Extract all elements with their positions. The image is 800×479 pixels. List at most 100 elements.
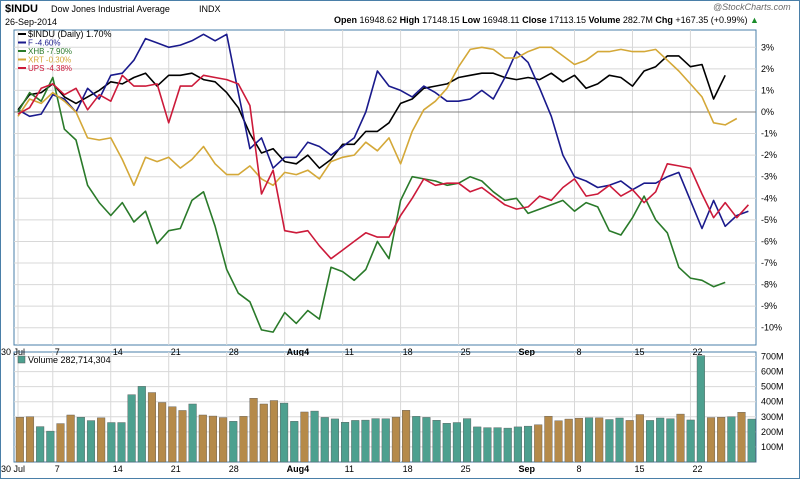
volume-bar <box>381 418 390 463</box>
symbol-label: $INDU <box>5 3 39 15</box>
volume-bar <box>76 417 85 463</box>
volume-bar <box>330 418 339 463</box>
volume-x-tick-label: 11 <box>345 464 354 474</box>
volume-bar <box>361 419 370 463</box>
series-line-xhb <box>17 76 726 333</box>
volume-bar <box>86 420 96 463</box>
volume-bar <box>452 422 461 463</box>
volume-bar <box>107 422 116 463</box>
x-tick-label: Sep <box>519 347 536 357</box>
volume-bar <box>615 417 624 463</box>
volume-bar <box>524 425 533 463</box>
x-tick-label: 14 <box>113 347 123 357</box>
volume-bar <box>463 418 472 463</box>
volume-x-tick-label: 25 <box>461 464 471 474</box>
x-tick-label: 11 <box>345 347 354 357</box>
volume-bar <box>25 416 35 463</box>
volume-bar <box>727 416 736 463</box>
legend-label: XHB -7.90% <box>28 47 72 56</box>
volume-bar <box>300 411 309 463</box>
volume-y-tick-label: 700M <box>761 352 784 362</box>
series-line-ups <box>17 74 749 260</box>
volume-y-tick-label: 200M <box>761 427 784 437</box>
x-tick-label: Aug4 <box>287 347 310 357</box>
x-tick-label: 25 <box>461 347 471 357</box>
series-line-f <box>17 33 749 230</box>
y-tick-label: -4% <box>761 193 777 203</box>
y-tick-label: 1% <box>761 85 774 95</box>
date-label: 26-Sep-2014 <box>5 17 58 27</box>
legend-label: UPS -4.38% <box>28 64 72 73</box>
chg-label: Chg <box>655 15 673 25</box>
series-line-indu <box>17 55 726 169</box>
volume-bar <box>432 420 441 463</box>
y-tick-label: 0% <box>761 107 774 117</box>
volume-bar <box>269 400 278 463</box>
volume-bar <box>503 427 512 463</box>
volume-bar <box>371 418 380 463</box>
close-value: 17113.15 <box>549 15 586 25</box>
y-tick-label: -1% <box>761 129 777 139</box>
volume-bar <box>229 421 238 463</box>
open-label: Open <box>334 15 358 25</box>
volume-bar <box>66 414 75 463</box>
y-tick-label: -8% <box>761 280 777 290</box>
high-label: High <box>399 15 420 25</box>
volume-bar <box>422 417 431 463</box>
volume-bar <box>249 398 258 463</box>
volume-bar <box>595 417 604 463</box>
volume-bar <box>46 430 55 463</box>
volume-bar <box>178 410 187 463</box>
volume-y-tick-label: 600M <box>761 367 784 377</box>
volume-bar <box>645 420 655 463</box>
high-value: 17148.15 <box>422 15 460 25</box>
volume-bar <box>625 420 634 463</box>
volume-bar <box>158 402 167 463</box>
volume-bar <box>188 403 197 463</box>
x-tick-label: 8 <box>577 347 582 357</box>
volume-bar <box>127 394 136 463</box>
x-tick-label: 21 <box>171 347 181 357</box>
volume-x-tick-label: Sep <box>519 464 536 474</box>
volume-x-tick-label: 15 <box>634 464 644 474</box>
volume-bar <box>564 418 573 463</box>
volume-x-tick-label: 7 <box>55 464 60 474</box>
volume-bar <box>117 422 126 463</box>
volume-bar <box>676 413 685 463</box>
volume-bar <box>341 422 350 463</box>
chg-value: +167.35 (+0.99%) <box>675 15 748 25</box>
volume-bar <box>97 417 106 463</box>
y-tick-label: -2% <box>761 150 777 160</box>
volume-bar <box>696 355 705 463</box>
volume-y-tick-label: 100M <box>761 442 784 452</box>
volume-bar <box>290 421 299 463</box>
volume-bar <box>656 417 665 463</box>
volume-bar <box>208 415 217 463</box>
volume-bar <box>36 426 45 463</box>
volume-bar <box>686 419 695 463</box>
low-value: 16948.11 <box>482 15 520 25</box>
volume-bar <box>310 410 319 463</box>
close-label: Close <box>522 15 547 25</box>
volume-bar <box>351 420 360 463</box>
volume-bar <box>219 417 228 463</box>
volume-bar <box>666 418 675 463</box>
volume-x-tick-label: 14 <box>113 464 123 474</box>
volume-x-tick-label: 22 <box>692 464 702 474</box>
volume-bar <box>412 416 421 463</box>
volume-value: 282.7M <box>622 15 653 25</box>
series-line-xrt <box>17 46 738 187</box>
volume-bar <box>513 426 522 463</box>
x-tick-label: 22 <box>692 347 702 357</box>
volume-bar <box>706 417 716 463</box>
volume-bar <box>198 414 207 463</box>
volume-legend-label: Volume 282,714,304 <box>28 355 111 365</box>
y-tick-label: -9% <box>761 301 777 311</box>
volume-bar <box>168 406 177 463</box>
volume-x-tick-label: 28 <box>229 464 239 474</box>
volume-x-tick-label: 8 <box>577 464 582 474</box>
volume-y-tick-label: 500M <box>761 382 784 392</box>
volume-y-tick-label: 400M <box>761 397 784 407</box>
volume-bar <box>605 419 614 463</box>
exchange-label: INDX <box>199 4 221 14</box>
